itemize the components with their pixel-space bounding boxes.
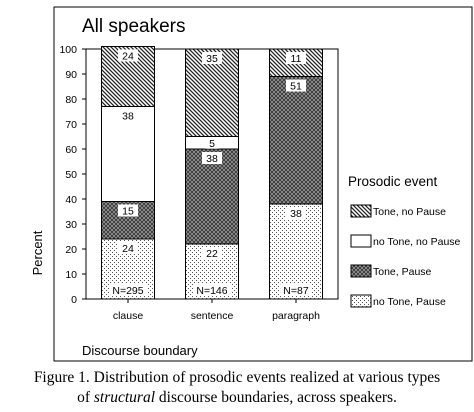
- data-label-clause-tone-pause: 15: [122, 206, 134, 218]
- data-label-sentence-tone-pause: 38: [206, 153, 218, 165]
- caption-line-1: Figure 1. Distribution of prosodic event…: [33, 369, 441, 386]
- caption-line-2: of structural discourse boundaries, acro…: [0, 388, 474, 408]
- caption-line-2-end: discourse boundaries, across speakers.: [155, 389, 397, 406]
- x-tick-label-sentence: sentence: [191, 310, 234, 322]
- x-tick-label-paragraph: paragraph: [272, 310, 320, 322]
- figure-caption: Figure 1. Distribution of prosodic event…: [0, 368, 474, 408]
- bar-segment-paragraph-tone-pause: [269, 76, 323, 205]
- legend-label-tone-no-pause: Tone, no Pause: [373, 206, 446, 218]
- caption-emphasis: structural: [93, 389, 156, 406]
- legend-label-tone-pause: Tone, Pause: [373, 266, 432, 278]
- n-label-sentence: N=146: [196, 285, 227, 297]
- data-label-paragraph-no-tone-pause: 38: [290, 208, 302, 220]
- n-label-bg: [109, 284, 147, 296]
- data-label-bg: [202, 52, 222, 64]
- y-axis-ticks: 0 10 20 30 40 50 60 70 80 90 100: [59, 44, 86, 306]
- chart-title: All speakers: [82, 16, 186, 37]
- data-label-bg: [202, 152, 222, 164]
- y-tick-label: 0: [71, 294, 77, 306]
- legend-label-no-tone-no-pause: no Tone, no Pause: [373, 236, 461, 248]
- data-label-sentence-no-tone-pause: 22: [206, 248, 218, 260]
- data-label-sentence-no-tone-no-pause: 5: [209, 138, 215, 150]
- data-label-bg: [286, 207, 306, 219]
- y-axis-label: Percent: [30, 230, 45, 275]
- data-label-paragraph-tone-no-pause: 11: [291, 53, 302, 65]
- data-label-bg: [202, 247, 222, 259]
- n-label-bg: [193, 284, 231, 296]
- y-tick-label: 70: [65, 119, 77, 131]
- y-tick-label: 60: [65, 144, 77, 156]
- y-tick-label: 50: [65, 169, 77, 181]
- data-label-sentence-tone-no-pause: 35: [206, 53, 218, 65]
- legend: Tone, no Pause no Tone, no Pause Tone, Pau…: [350, 204, 461, 308]
- y-tick-label: 80: [65, 94, 77, 106]
- data-label-clause-tone-no-pause: 24: [122, 51, 134, 63]
- caption-line-2-start: of: [77, 389, 94, 406]
- data-label-bg: [286, 52, 306, 64]
- bar-segment-paragraph-no-tone-pause: [269, 203, 323, 300]
- n-label-bg: [280, 284, 312, 296]
- y-tick-label: 90: [65, 69, 77, 81]
- bar-segment-clause-tone-no-pause: [101, 46, 155, 107]
- data-label-bg: [118, 242, 138, 254]
- legend-swatch-tone-no-pause: [350, 204, 372, 218]
- legend-swatch-no-tone-pause: [350, 294, 372, 308]
- legend-swatch-no-tone-no-pause: [350, 234, 372, 248]
- y-tick-label: 30: [65, 219, 77, 231]
- legend-swatch-tone-pause: [350, 264, 372, 278]
- data-label-bg: [205, 136, 219, 149]
- data-label-bg: [286, 79, 306, 92]
- x-axis-label: Discourse boundary: [82, 343, 198, 358]
- legend-title: Prosodic event: [348, 174, 438, 189]
- y-tick-label: 40: [65, 194, 77, 206]
- data-label-clause-no-tone-pause: 24: [122, 243, 134, 255]
- bar-segment-clause-no-tone-no-pause: [101, 106, 155, 202]
- y-tick-label: 100: [59, 44, 77, 56]
- n-label-clause: N=295: [112, 285, 143, 297]
- y-tick-label: 20: [65, 244, 77, 256]
- legend-label-no-tone-pause: no Tone, Pause: [373, 296, 446, 308]
- n-label-paragraph: N=87: [283, 285, 309, 297]
- chart-frame: [53, 6, 473, 362]
- bars-group: 24 15 38 24 N=295 22 38 5 35 N=146 38 51 11 N=87: [101, 46, 323, 300]
- data-label-paragraph-tone-pause: 51: [290, 81, 302, 93]
- y-tick-label: 10: [65, 269, 77, 281]
- x-tick-label-clause: clause: [113, 310, 144, 322]
- bar-segment-sentence-tone-pause: [185, 148, 239, 245]
- data-label-bg: [118, 109, 138, 122]
- data-label-bg: [118, 204, 138, 217]
- data-label-bg: [118, 49, 138, 62]
- x-axis-ticks: clause sentence paragraph: [113, 299, 320, 322]
- data-label-clause-no-tone-no-pause: 38: [122, 111, 134, 123]
